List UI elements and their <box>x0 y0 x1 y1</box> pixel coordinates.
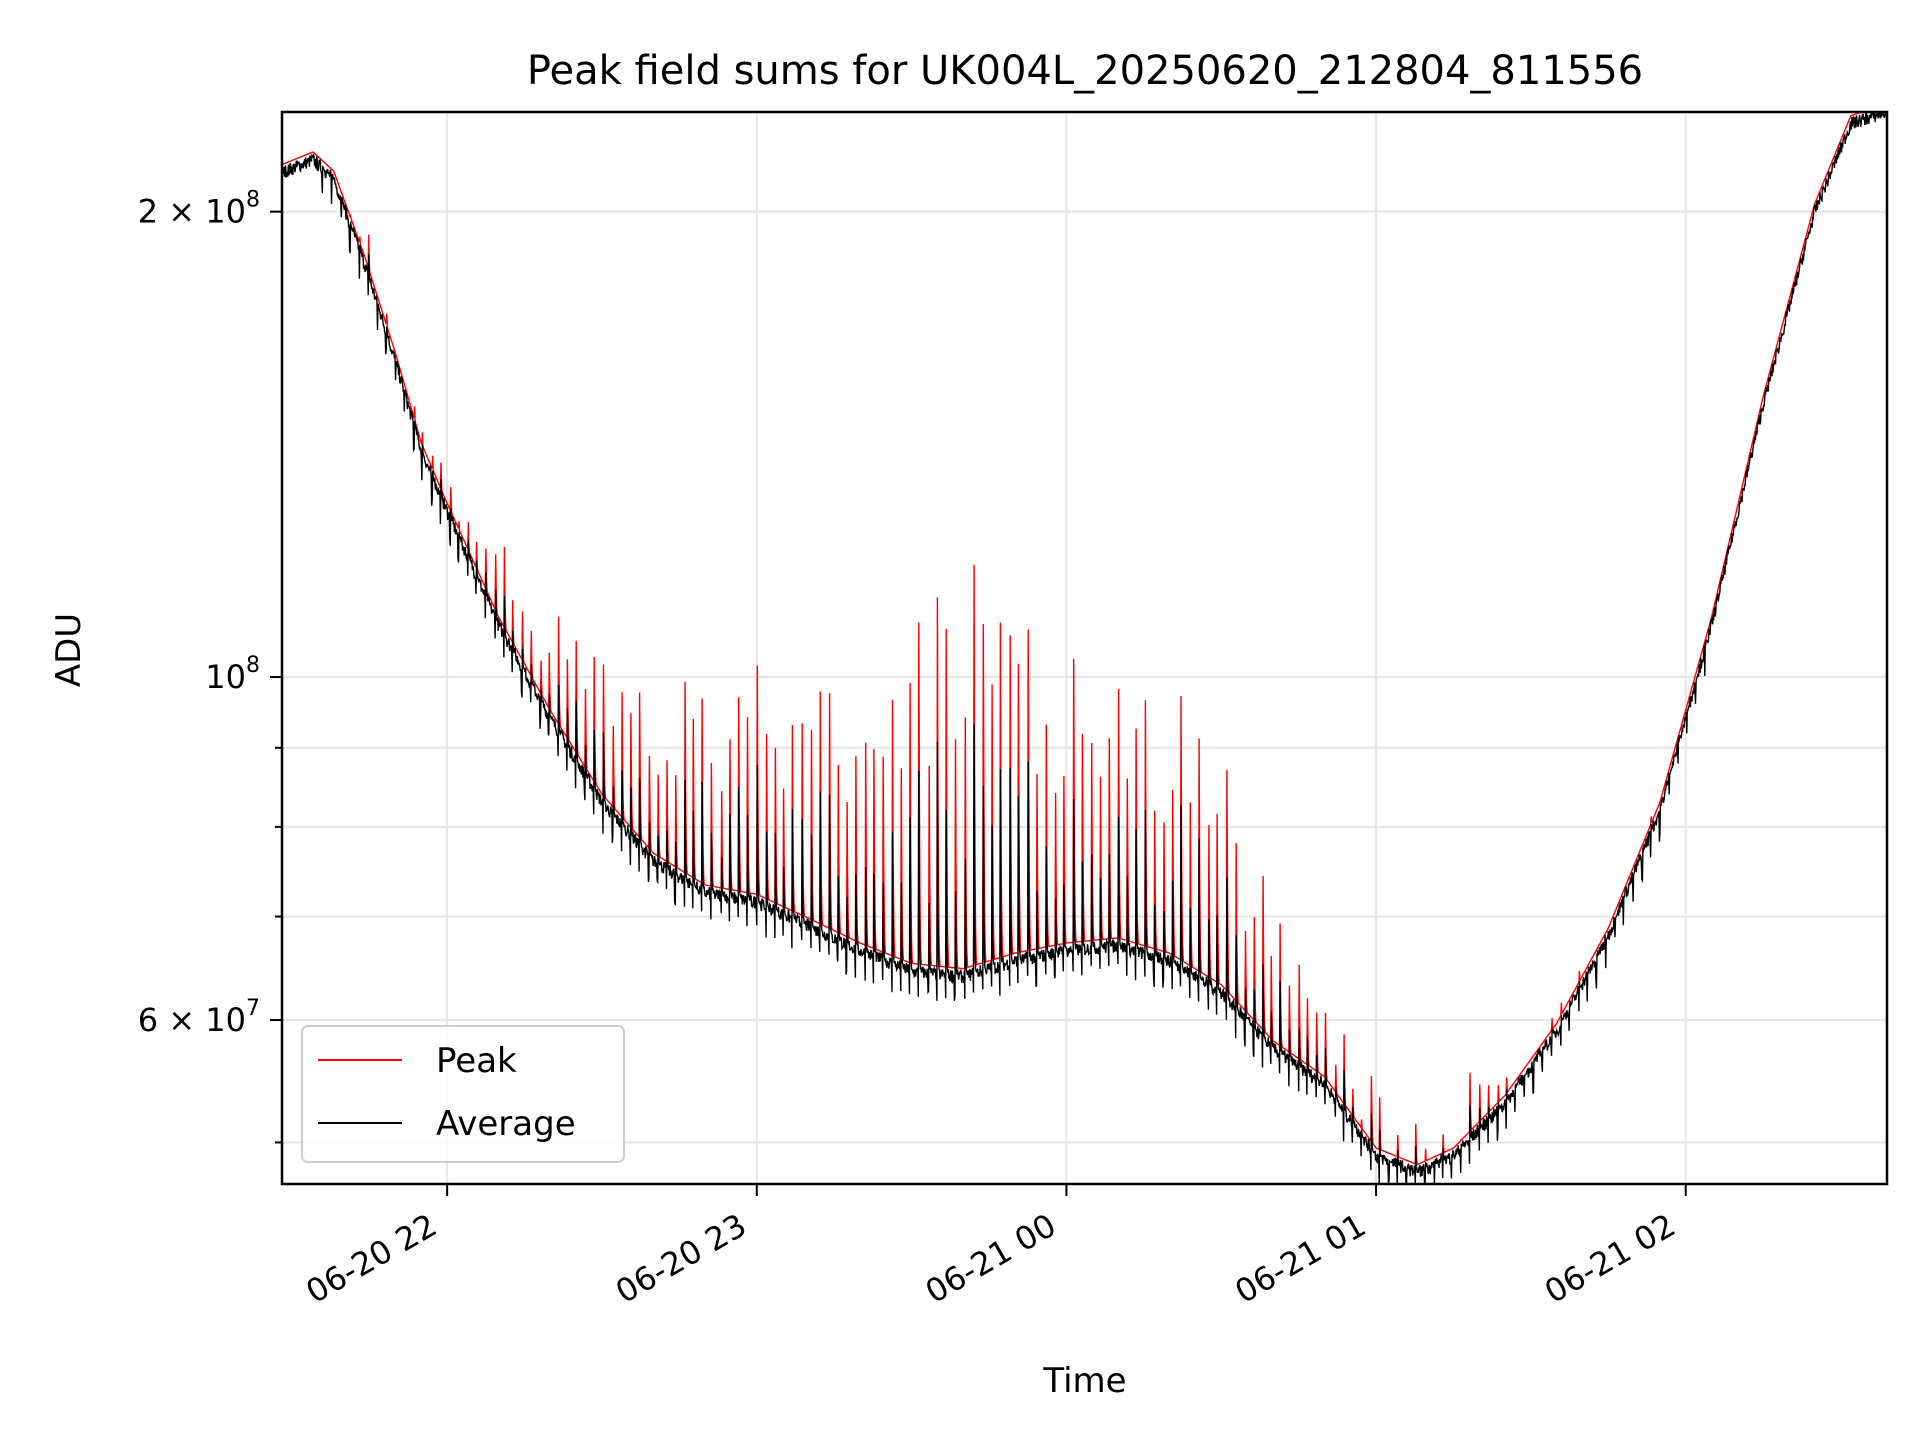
x-axis-label: Time <box>1042 1361 1126 1401</box>
y-tick-label: 2 × 108 <box>138 188 260 231</box>
legend-average-label: Average <box>436 1104 576 1144</box>
y-tick-exponent: 8 <box>246 653 260 678</box>
y-tick-exponent: 8 <box>246 188 260 213</box>
y-tick-label: 108 <box>205 653 260 696</box>
legend: Peak Average <box>301 1025 625 1163</box>
y-tick-label: 6 × 107 <box>138 996 260 1039</box>
plot-frame <box>280 110 1889 1186</box>
legend-peak-label: Peak <box>436 1041 517 1081</box>
y-tick-base: 10 <box>205 658 246 696</box>
y-tick-base: 2 × 10 <box>138 193 246 231</box>
series-layer <box>282 112 1887 1184</box>
y-tick-exponent: 7 <box>246 996 260 1021</box>
chart-title: Peak field sums for UK004L_20250620_2128… <box>527 48 1643 94</box>
y-axis-label: ADU <box>49 613 89 687</box>
average-series-line <box>282 112 1887 1184</box>
y-tick-base: 6 × 10 <box>138 1001 246 1039</box>
peak-series-line <box>282 112 1887 1166</box>
